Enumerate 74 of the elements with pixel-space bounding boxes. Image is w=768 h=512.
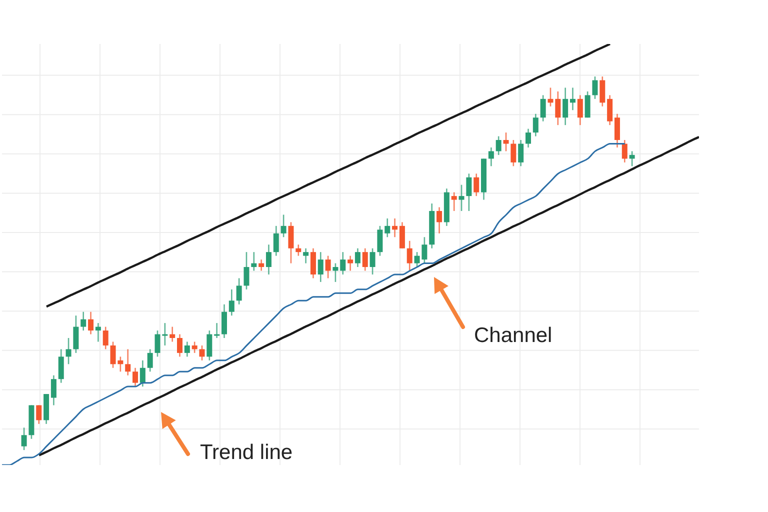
candlestick — [325, 255, 331, 279]
candlestick — [600, 76, 606, 108]
candlestick — [288, 222, 294, 264]
candlestick — [58, 348, 64, 384]
candlestick — [474, 172, 480, 197]
candlestick — [532, 113, 538, 137]
candlestick — [332, 262, 338, 283]
candlestick — [526, 128, 531, 148]
candlestick — [614, 113, 620, 148]
candlestick — [280, 214, 286, 238]
candlestick — [436, 206, 442, 234]
candlestick — [132, 367, 138, 388]
candlestick — [377, 225, 383, 256]
candlestick — [266, 244, 272, 276]
candlestick — [518, 139, 524, 167]
candlestick — [102, 326, 108, 350]
candlestick — [370, 248, 376, 276]
candlestick — [214, 322, 220, 339]
candlestick — [318, 251, 324, 283]
candlestick — [354, 248, 360, 268]
candlestick — [147, 348, 153, 372]
candlestick — [21, 426, 27, 451]
annotation: Channel — [474, 324, 552, 347]
candlestick — [125, 348, 131, 376]
candlestick — [273, 225, 279, 256]
candlestick — [348, 255, 354, 272]
candlestick — [296, 244, 302, 256]
candlestick — [228, 288, 234, 316]
candlestick — [95, 322, 101, 342]
candlestick — [340, 251, 346, 276]
candlestick — [303, 248, 309, 264]
candlestick — [50, 374, 56, 406]
candlestick — [392, 218, 398, 238]
candlestick — [80, 311, 86, 332]
candlestick — [258, 258, 264, 272]
candlestick — [36, 404, 42, 425]
candlestick — [406, 240, 412, 272]
candlestick — [251, 251, 257, 272]
candlestick — [607, 94, 613, 126]
candlestick — [221, 304, 227, 339]
candlestick — [548, 87, 554, 108]
candlestick — [206, 330, 212, 362]
candlestick — [192, 341, 198, 354]
candlestick — [362, 248, 368, 272]
candlestick — [570, 87, 576, 111]
candlestick — [73, 314, 79, 354]
candlestick — [488, 146, 494, 167]
candlestick — [496, 136, 502, 156]
candlestick — [458, 184, 464, 212]
candlestick — [577, 94, 583, 126]
candlestick — [510, 139, 516, 167]
candlestick — [177, 334, 182, 358]
candlestick — [562, 87, 568, 126]
candlestick — [584, 90, 590, 118]
candlestick — [384, 218, 390, 238]
candlestick — [540, 94, 546, 122]
candlestick — [629, 150, 635, 167]
candlestick — [399, 222, 405, 249]
candlestick — [66, 337, 72, 365]
candlestick — [451, 192, 457, 212]
candlestick — [88, 311, 94, 335]
candlestick — [466, 172, 472, 212]
candlestick — [199, 344, 205, 362]
candlestick — [503, 132, 509, 152]
candlestick — [592, 76, 598, 100]
candlestick — [236, 278, 242, 306]
candlestick — [184, 341, 190, 358]
annotation: Trend line — [200, 441, 293, 464]
candlestick — [622, 139, 628, 164]
candlestick — [555, 90, 561, 126]
candlestick — [310, 248, 316, 279]
candlestick — [170, 326, 176, 342]
candlestick — [244, 251, 250, 290]
candlestick — [140, 360, 146, 388]
